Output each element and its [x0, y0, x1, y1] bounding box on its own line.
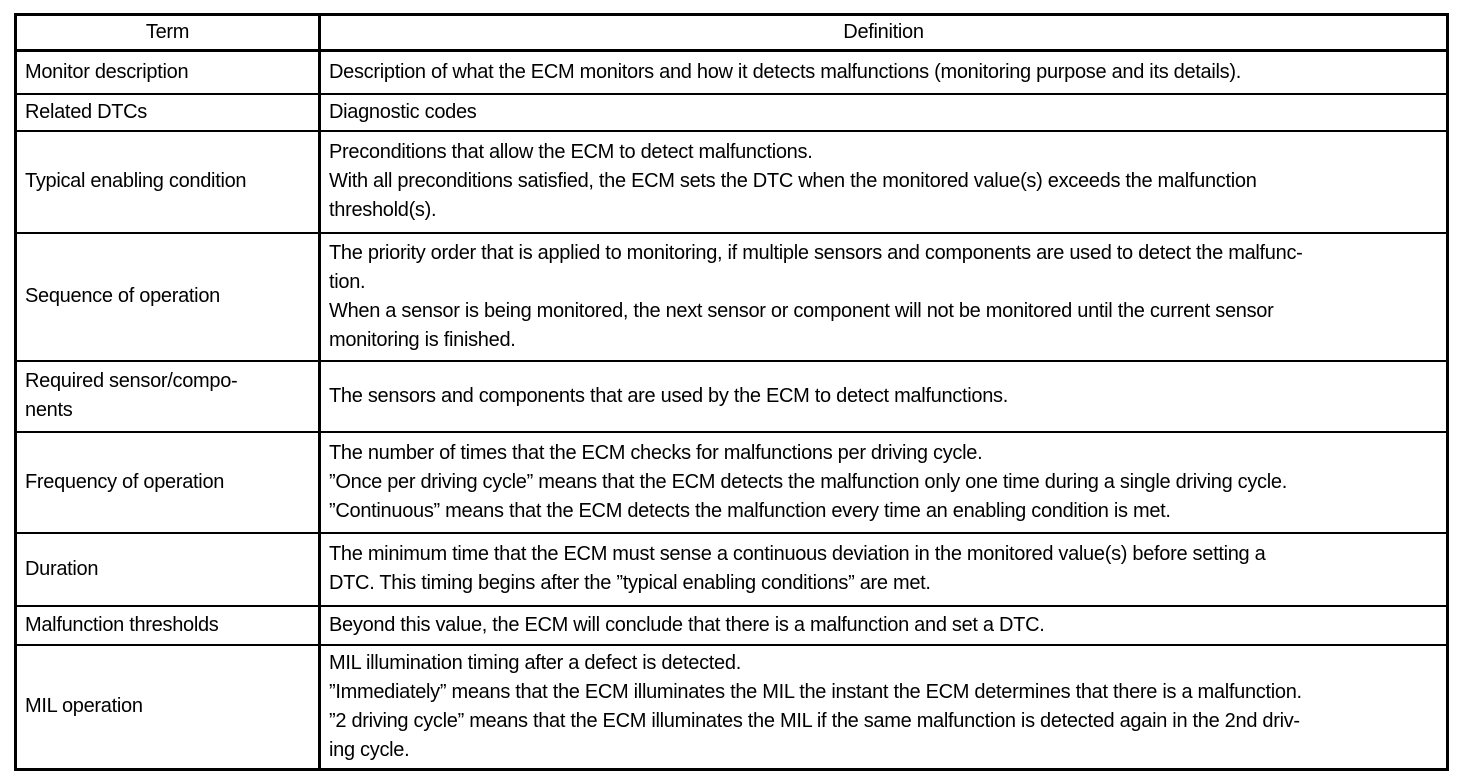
table-row: Monitor description Description of what … — [14, 49, 1449, 95]
table-row: Sequence of operation The priority order… — [14, 231, 1449, 362]
term-cell: Related DTCs — [14, 92, 321, 132]
definition-cell: The number of times that the ECM checks … — [318, 430, 1449, 534]
table-row: Related DTCs Diagnostic codes — [14, 92, 1449, 132]
term-cell: Monitor description — [14, 49, 321, 95]
table-row: Duration The minimum time that the ECM m… — [14, 531, 1449, 607]
definition-cell: The priority order that is applied to mo… — [318, 231, 1449, 362]
table-row: Typical enabling condition Preconditions… — [14, 129, 1449, 234]
column-header-definition: Definition — [318, 13, 1449, 52]
table-row: MIL operation MIL illumination timing af… — [14, 643, 1449, 770]
term-cell: Required sensor/compo- nents — [14, 359, 321, 433]
term-cell: MIL operation — [14, 643, 321, 770]
term-cell: Malfunction thresholds — [14, 604, 321, 646]
term-cell: Typical enabling condition — [14, 129, 321, 234]
term-cell: Sequence of operation — [14, 231, 321, 362]
term-cell: Duration — [14, 531, 321, 607]
header-row: Term Definition — [14, 13, 1449, 52]
definition-cell: MIL illumination timing after a defect i… — [318, 643, 1449, 770]
definition-cell: Beyond this value, the ECM will conclude… — [318, 604, 1449, 646]
table-row: Required sensor/compo- nents The sensors… — [14, 359, 1449, 433]
term-definition-table: Term Definition Monitor description Desc… — [14, 13, 1449, 771]
table-row: Malfunction thresholds Beyond this value… — [14, 604, 1449, 646]
term-cell: Frequency of operation — [14, 430, 321, 534]
definition-cell: Preconditions that allow the ECM to dete… — [318, 129, 1449, 234]
definition-cell: The sensors and components that are used… — [318, 359, 1449, 433]
definition-cell: Diagnostic codes — [318, 92, 1449, 132]
table-row: Frequency of operation The number of tim… — [14, 430, 1449, 534]
definition-cell: The minimum time that the ECM must sense… — [318, 531, 1449, 607]
column-header-term: Term — [14, 13, 321, 52]
definition-cell: Description of what the ECM monitors and… — [318, 49, 1449, 95]
